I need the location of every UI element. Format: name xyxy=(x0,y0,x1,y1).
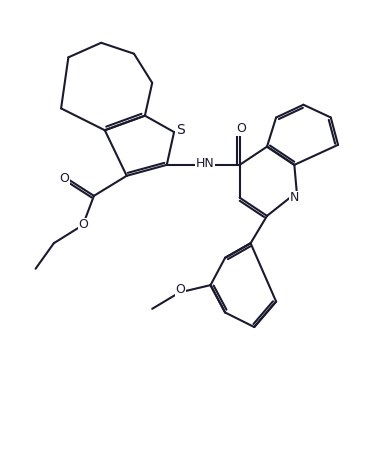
Text: O: O xyxy=(175,283,185,296)
Text: N: N xyxy=(290,191,299,204)
Text: O: O xyxy=(236,122,246,135)
Text: O: O xyxy=(59,172,69,185)
Text: HN: HN xyxy=(196,157,215,170)
Text: O: O xyxy=(79,219,89,231)
Text: S: S xyxy=(176,123,185,137)
